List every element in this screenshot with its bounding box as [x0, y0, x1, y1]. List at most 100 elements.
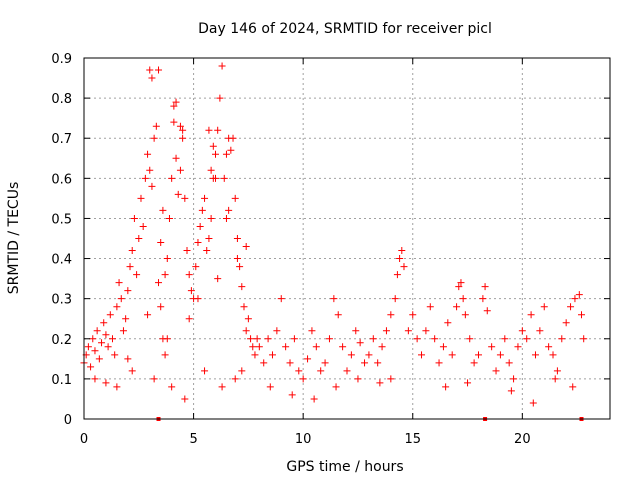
data-point-0-121	[426, 303, 434, 311]
data-point-0-8	[98, 339, 106, 347]
data-point-0-189	[124, 355, 132, 363]
data-point-0-44	[176, 166, 184, 174]
data-point-0-97	[330, 295, 338, 303]
x-tick-label-3: 15	[404, 432, 421, 447]
data-point-0-30	[146, 166, 154, 174]
data-point-0-181	[201, 367, 209, 375]
data-point-0-58	[207, 214, 215, 222]
data-point-0-207	[551, 375, 559, 383]
data-point-0-45	[179, 126, 187, 134]
data-point-0-174	[212, 174, 219, 182]
data-point-0-3	[87, 363, 95, 371]
data-point-0-169	[176, 122, 184, 130]
x-tick-label-4: 20	[514, 432, 531, 447]
data-point-0-199	[332, 383, 340, 391]
data-point-0-90	[299, 375, 307, 383]
data-point-0-123	[435, 359, 443, 367]
data-point-0-132	[466, 335, 474, 343]
data-point-0-106	[369, 335, 377, 343]
data-point-0-152	[549, 351, 557, 359]
data-point-0-149	[536, 327, 544, 335]
data-point-0-25	[135, 235, 143, 242]
data-point-0-46	[181, 194, 189, 202]
data-point-0-129	[457, 279, 465, 287]
data-point-0-81	[260, 359, 268, 367]
data-point-0-86	[282, 343, 290, 351]
data-point-0-79	[253, 335, 261, 343]
data-point-0-82	[264, 335, 272, 343]
data-point-0-126	[448, 351, 456, 359]
data-point-0-83	[268, 351, 276, 359]
data-point-0-117	[409, 311, 417, 319]
data-point-0-101	[347, 351, 355, 359]
data-point-0-94	[317, 367, 325, 375]
data-point-0-56	[203, 247, 211, 255]
data-point-0-37	[161, 271, 169, 279]
data-point-0-202	[387, 375, 395, 383]
data-point-0-95	[321, 359, 329, 367]
data-point-0-130	[459, 295, 467, 303]
data-point-0-128	[455, 283, 463, 291]
data-point-0-76	[247, 335, 255, 343]
data-point-0-193	[214, 275, 222, 283]
data-point-0-190	[163, 335, 171, 343]
data-point-0-72	[238, 283, 246, 291]
data-point-0-34	[155, 66, 163, 74]
y-tick-label-4: 0.4	[51, 253, 72, 268]
data-point-0-22	[128, 247, 136, 255]
x-tick-label-0: 0	[80, 432, 88, 447]
data-point-0-161	[146, 66, 154, 74]
data-point-0-103	[356, 339, 364, 347]
data-point-0-143	[510, 375, 518, 383]
data-point-0-119	[418, 351, 426, 359]
data-point-0-164	[157, 303, 165, 311]
data-point-0-17	[117, 295, 125, 303]
data-point-0-153	[553, 367, 561, 375]
data-point-0-74	[242, 327, 250, 335]
data-point-0-159	[578, 311, 586, 319]
data-point-0-70	[233, 235, 241, 242]
data-point-0-175	[222, 150, 230, 158]
data-point-0-43	[174, 190, 182, 198]
data-point-0-135	[479, 295, 487, 303]
data-point-0-200	[354, 375, 362, 383]
data-point-0-205	[507, 387, 515, 395]
data-point-0-78	[251, 351, 259, 359]
data-point-0-108	[378, 343, 386, 351]
data-point-0-170	[179, 134, 187, 142]
data-point-0-13	[108, 335, 116, 343]
data-point-0-138	[488, 343, 496, 351]
data-point-0-11	[104, 343, 112, 351]
data-point-0-177	[150, 375, 158, 383]
data-point-0-96	[325, 335, 333, 343]
data-point-0-18	[119, 327, 127, 335]
data-point-0-14	[111, 351, 119, 359]
data-point-0-51	[192, 263, 200, 271]
data-point-0-116	[404, 327, 412, 335]
data-point-0-145	[518, 327, 526, 335]
data-point-0-198	[310, 395, 318, 403]
data-point-0-89	[295, 367, 303, 375]
data-point-0-157	[571, 295, 579, 303]
data-point-0-54	[198, 206, 206, 214]
data-point-0-16	[115, 279, 123, 287]
data-point-0-137	[483, 307, 491, 315]
data-point-0-15	[113, 303, 121, 311]
data-point-0-12	[106, 311, 114, 319]
data-point-0-160	[580, 335, 588, 343]
data-point-0-98	[334, 311, 342, 319]
data-point-0-139	[492, 367, 500, 375]
data-point-0-158	[575, 291, 583, 299]
data-point-0-141	[501, 335, 509, 343]
data-point-0-148	[531, 351, 539, 359]
data-point-0-168	[172, 154, 180, 162]
data-point-0-55	[201, 194, 209, 202]
data-point-0-127	[453, 303, 461, 311]
data-point-0-187	[128, 367, 136, 375]
data-point-0-156	[567, 303, 575, 311]
data-point-0-84	[273, 327, 281, 335]
data-point-0-64	[220, 174, 228, 182]
chart-title: Day 146 of 2024, SRMTID for receiver pic…	[198, 21, 492, 37]
